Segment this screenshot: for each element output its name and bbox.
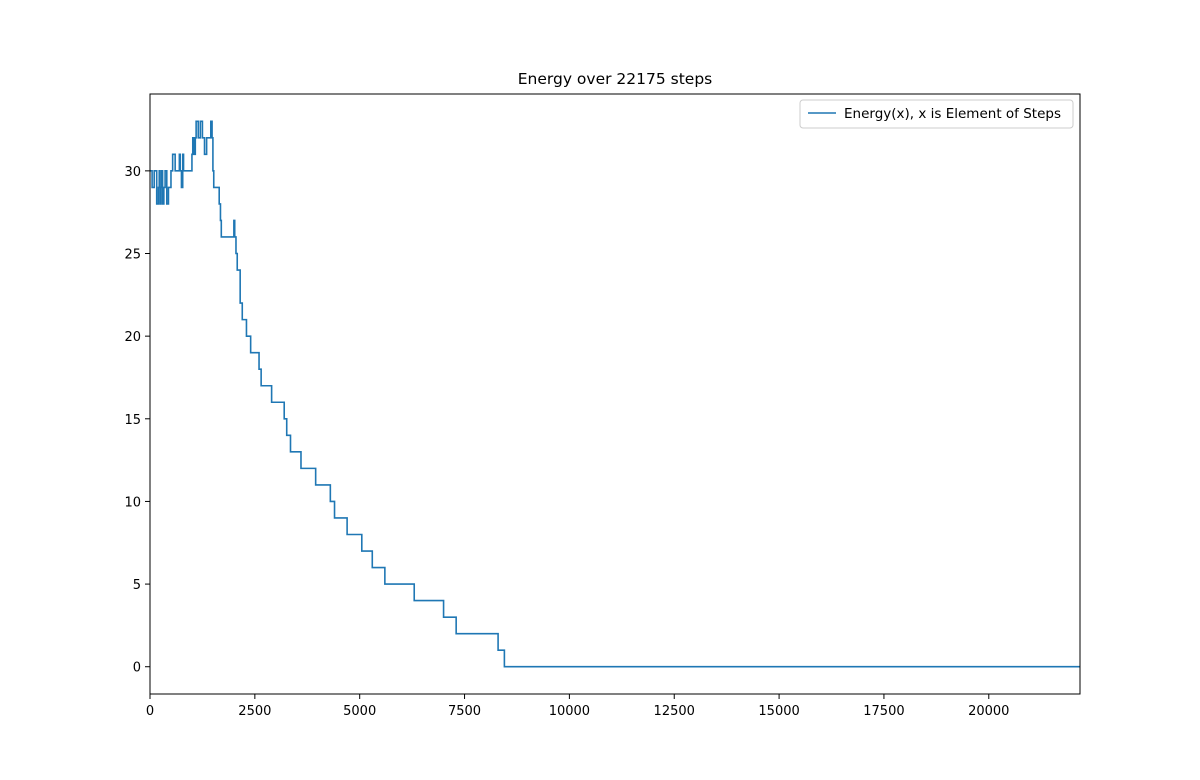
y-axis: 0 5 10 15 20 25 30	[124, 165, 150, 676]
axes-frame	[149, 93, 1081, 695]
x-axis: 0 2500 5000 7500 10000 12500 15000 17500 20000	[146, 694, 1009, 719]
y-tick-label: 5	[133, 578, 141, 593]
y-tick-label: 0	[133, 661, 141, 676]
x-tick-label: 10000	[549, 704, 590, 719]
y-tick-label: 15	[124, 413, 141, 428]
legend-label: Energy(x), x is Element of Steps	[844, 106, 1061, 122]
plot-area	[149, 93, 1081, 695]
y-tick-label: 10	[124, 495, 141, 510]
x-tick-label: 2500	[238, 704, 271, 719]
chart-title: Energy over 22175 steps	[518, 70, 713, 88]
series-line-energy	[150, 120, 1080, 668]
x-tick-label: 20000	[968, 704, 1009, 719]
y-tick-label: 30	[124, 165, 141, 180]
x-tick-label: 15000	[758, 704, 799, 719]
legend: Energy(x), x is Element of Steps	[799, 99, 1074, 129]
x-tick-label: 12500	[654, 704, 695, 719]
x-tick-label: 0	[146, 704, 154, 719]
x-tick-label: 5000	[343, 704, 376, 719]
x-tick-label: 7500	[448, 704, 481, 719]
x-tick-label: 17500	[863, 704, 904, 719]
legend-box	[799, 99, 1074, 129]
y-tick-label: 25	[124, 248, 141, 263]
y-tick-label: 20	[124, 330, 141, 345]
axes-background	[150, 94, 1080, 694]
